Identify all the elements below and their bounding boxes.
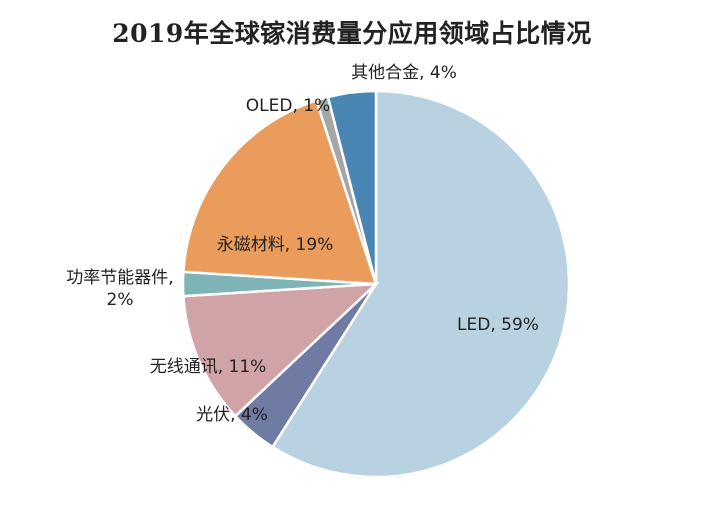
pie-slice-0 xyxy=(270,89,571,479)
pie-slice-6 xyxy=(326,89,378,285)
data-label-1: 光伏, 4% xyxy=(196,405,268,425)
data-label-5: OLED, 1% xyxy=(246,96,330,116)
data-label-4: 永磁材料, 19% xyxy=(217,235,334,255)
data-label-2: 无线通讯, 11% xyxy=(150,357,267,377)
pie-labels: LED, 59% 光伏, 4% 无线通讯, 11% 功率节能器件, 2% 永磁材料, 19… xyxy=(66,63,539,425)
pie-slice-2 xyxy=(182,282,380,418)
pie-slices xyxy=(181,89,571,479)
data-label-6: 其他合金, 4% xyxy=(351,63,457,83)
pie-slice-4 xyxy=(182,98,378,286)
chart-title: 2019年全球镓消费量分应用领域占比情况 xyxy=(112,19,592,48)
data-label-3: 功率节能器件, 2% xyxy=(66,268,173,310)
data-label-0: LED, 59% xyxy=(457,315,539,335)
